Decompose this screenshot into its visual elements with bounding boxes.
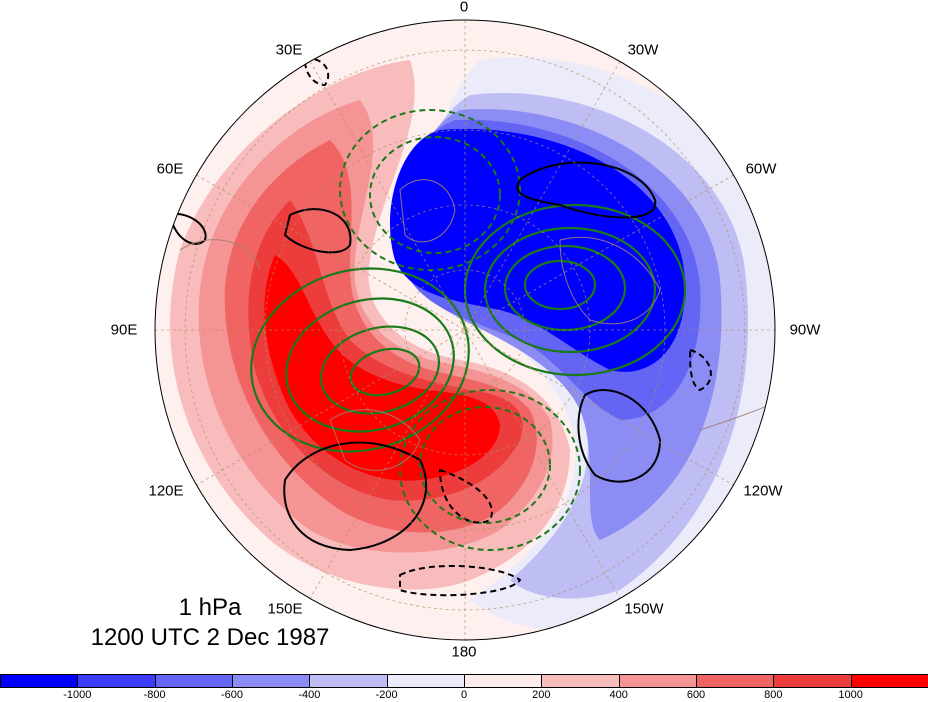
black-dashed-contours	[303, 58, 712, 597]
colorbar-tick-label: 0	[460, 689, 468, 701]
colorbar-tick-label: -800	[143, 689, 166, 701]
colorbar-box	[77, 674, 156, 688]
colorbar-tick-label: 800	[764, 689, 783, 701]
colorbar-box	[232, 674, 311, 688]
lon-label-0: 0	[459, 0, 469, 16]
map-disk	[155, 20, 775, 640]
colorbar-tick-label: 1000	[838, 689, 863, 701]
colorbar: -1000 -800 -600 -400 -200 0 200 400 600 800 1000	[0, 674, 928, 702]
colorbar-box	[0, 674, 79, 688]
lon-label-90w: 90W	[789, 321, 821, 339]
graticule	[155, 20, 775, 640]
colorbar-box	[850, 674, 928, 688]
lon-label-90e: 90E	[110, 321, 138, 339]
lon-label-30e: 30E	[275, 41, 303, 59]
colorbar-box	[773, 674, 852, 688]
colorbar-tick-label: 600	[686, 689, 706, 701]
lon-label-120e: 120E	[148, 482, 184, 500]
colorbar-box	[309, 674, 388, 688]
lon-label-60w: 60W	[745, 160, 777, 178]
colorbar-tick-label: -400	[298, 689, 321, 701]
lon-label-180: 180	[451, 643, 477, 661]
colorbar-tick-label: 200	[532, 689, 551, 701]
map-border	[154, 19, 776, 641]
lon-label-150w: 150W	[624, 600, 664, 618]
colorbar-tick-label: -200	[375, 689, 398, 701]
lon-label-120w: 120W	[743, 482, 783, 500]
colorbar-tick-label: 400	[609, 689, 628, 701]
colorbar-box	[464, 674, 543, 688]
coastlines	[179, 179, 775, 471]
colorbar-box	[696, 674, 775, 688]
lon-label-60e: 60E	[156, 160, 184, 178]
colorbar-box	[541, 674, 620, 688]
colorbar-tick-label: -1000	[63, 689, 92, 701]
black-contours	[168, 161, 662, 552]
colorbar-tick-label: -600	[220, 689, 244, 701]
lon-label-30w: 30W	[627, 41, 659, 59]
colorbar-box	[386, 674, 465, 688]
colorbar-box	[154, 674, 233, 688]
level-label: 1 hPa	[178, 594, 242, 621]
time-label: 1200 UTC 2 Dec 1987	[90, 624, 330, 651]
lon-label-150e: 150E	[267, 600, 303, 618]
colorbar-box	[618, 674, 697, 688]
